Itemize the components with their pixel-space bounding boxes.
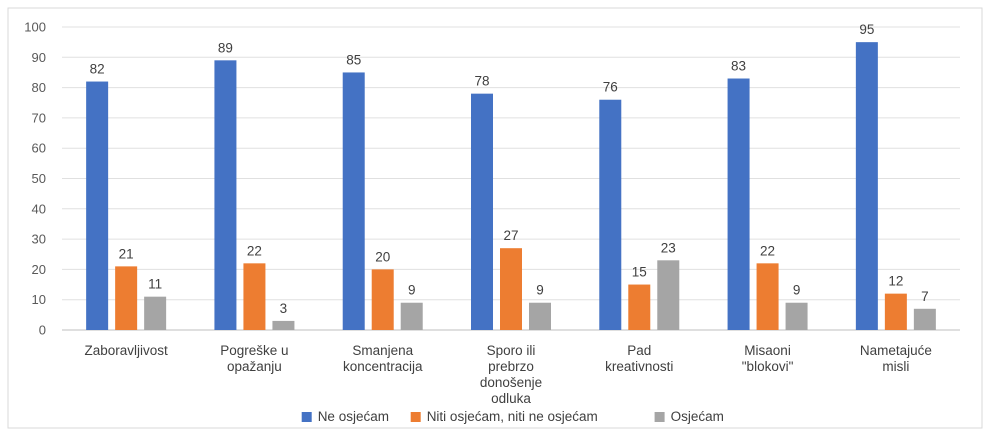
bar: [371, 269, 394, 330]
y-tick-label: 50: [32, 171, 46, 186]
y-tick-label: 40: [32, 201, 46, 216]
legend: Ne osjećam Niti osjećam, niti ne osjećam O…: [301, 409, 724, 424]
bar: [727, 78, 750, 330]
y-tick-label: 30: [32, 232, 46, 247]
data-label: 78: [474, 74, 489, 89]
bar: [214, 60, 237, 331]
data-labels: 82 21 11 89 22 3 85 20 9 78 27 9 76 15 23 83 22 9 95 12 7: [90, 22, 929, 316]
y-axis: 0 10 20 30 40 50 60 70 80 90 100: [24, 20, 46, 338]
data-label: 9: [408, 283, 416, 298]
bar: [400, 302, 423, 330]
bar: [243, 263, 266, 330]
bar: [86, 81, 109, 330]
bar: [884, 293, 907, 330]
y-tick-label: 10: [32, 292, 46, 307]
bar: [115, 266, 138, 330]
y-tick-label: 20: [32, 262, 46, 277]
legend-entry: Niti osjećam, niti ne osjećam: [427, 409, 598, 424]
data-label: 95: [859, 22, 874, 37]
legend-swatch: [654, 412, 665, 422]
legend-swatch: [301, 412, 312, 422]
x-tick-label: odluka: [491, 391, 531, 406]
x-tick-label: Nametajuće: [860, 343, 932, 358]
x-tick-label: misli: [882, 359, 909, 374]
y-tick-label: 100: [24, 20, 46, 35]
data-label: 15: [632, 265, 647, 280]
bar: [599, 99, 622, 330]
data-label: 85: [346, 52, 361, 67]
data-label: 27: [503, 228, 518, 243]
bar: [471, 93, 493, 330]
y-tick-label: 60: [32, 141, 46, 156]
y-tick-label: 0: [39, 323, 46, 338]
bar: [657, 260, 680, 330]
x-tick-label: koncentracija: [343, 359, 423, 374]
data-label: 76: [603, 80, 618, 95]
data-label: 22: [247, 243, 262, 258]
data-label: 82: [90, 62, 105, 77]
y-tick-label: 80: [32, 80, 46, 95]
data-label: 20: [375, 249, 390, 264]
x-tick-label: "blokovi": [742, 359, 794, 374]
bar: [628, 284, 651, 330]
data-label: 83: [731, 59, 746, 74]
gridlines: [62, 26, 960, 331]
x-tick-label: kreativnosti: [605, 359, 673, 374]
data-label: 21: [119, 246, 134, 261]
legend-entry: Osjećam: [671, 409, 724, 424]
data-label: 3: [280, 301, 288, 316]
x-tick-label: donošenje: [480, 375, 542, 390]
y-tick-label: 70: [32, 110, 46, 125]
data-label: 11: [148, 277, 162, 292]
data-label: 9: [793, 283, 801, 298]
x-tick-label: Zaboravljivost: [85, 343, 169, 358]
data-label: 89: [218, 40, 233, 55]
bar: [756, 263, 779, 330]
bar: [144, 296, 167, 330]
bar: [785, 302, 808, 330]
data-label: 22: [760, 243, 775, 258]
bar: [855, 42, 878, 331]
x-tick-label: Pad: [627, 343, 651, 358]
chart-frame: [7, 7, 983, 429]
y-tick-label: 90: [32, 50, 46, 65]
x-tick-label: prebrzo: [488, 359, 534, 374]
data-label: 9: [536, 283, 544, 298]
x-tick-label: opažanju: [227, 359, 282, 374]
data-label: 23: [661, 240, 676, 255]
x-tick-label: Misaoni: [744, 343, 791, 358]
data-label: 12: [888, 274, 903, 289]
data-label: 7: [921, 289, 929, 304]
bar: [529, 302, 551, 330]
x-tick-label: Smanjena: [352, 343, 413, 358]
bars: [86, 42, 936, 331]
bar: [342, 72, 365, 330]
x-tick-label: Sporo ili: [487, 343, 536, 358]
bar: [500, 248, 522, 330]
legend-entry: Ne osjećam: [318, 409, 389, 424]
bar: [272, 320, 295, 330]
x-tick-label: Pogreške u: [220, 343, 288, 358]
legend-swatch: [410, 412, 421, 422]
bar: [913, 308, 936, 330]
